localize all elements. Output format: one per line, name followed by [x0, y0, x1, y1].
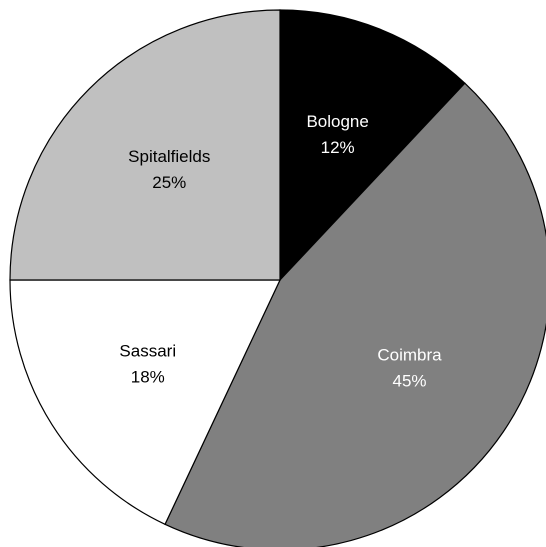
pie-slice	[164, 82, 546, 547]
slice-value-label: 18%	[131, 367, 165, 386]
pie-slice	[279, 9, 466, 282]
pie-slice	[9, 279, 281, 526]
slice-value-label: 45%	[393, 372, 427, 391]
pie-slice	[9, 9, 281, 281]
slice-label: Bologne	[306, 112, 368, 131]
slice-label: Spitalfields	[128, 147, 210, 166]
slice-label: Coimbra	[377, 346, 442, 365]
slice-value-label: 12%	[321, 138, 355, 157]
slice-value-label: 25%	[152, 173, 186, 192]
slice-label: Sassari	[119, 341, 176, 360]
